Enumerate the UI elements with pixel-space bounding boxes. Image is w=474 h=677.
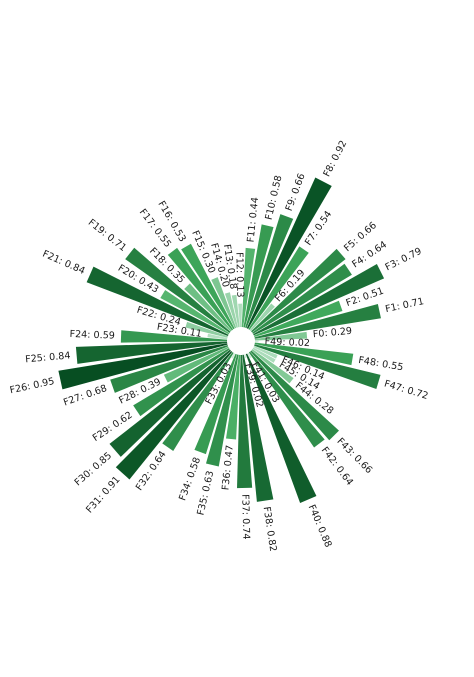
bar-label-f8: F8: 0.92 — [322, 139, 350, 179]
bar-f8 — [246, 177, 332, 329]
bar-label-f3: F3: 0.79 — [384, 246, 424, 273]
bar-f10 — [243, 224, 274, 328]
bar-f28 — [163, 346, 229, 383]
bar-label-f47: F47: 0.72 — [383, 378, 430, 402]
bar-f26 — [58, 343, 228, 390]
bar-f29 — [133, 348, 230, 417]
bar-label-f10: F10: 0.58 — [264, 174, 285, 221]
bar-f17 — [167, 247, 234, 331]
bar-f41 — [247, 352, 252, 359]
bar-label-f40: F40: 0.88 — [306, 503, 334, 549]
bar-label-f49: F49: 0.02 — [264, 336, 310, 349]
bar-f25 — [75, 341, 228, 364]
bar-f24 — [120, 330, 228, 343]
bar-f9 — [245, 214, 294, 329]
bar-label-f38: F38: 0.82 — [261, 506, 279, 553]
bar-label-f24: F24: 0.59 — [69, 329, 115, 342]
bar-f23 — [207, 333, 228, 340]
bar-f47 — [254, 344, 381, 390]
bar-label-f21: F21: 0.84 — [41, 249, 87, 277]
bar-label-f12: F12: 0.13 — [233, 252, 245, 298]
bar-f0 — [254, 331, 308, 341]
bar-f37 — [237, 354, 253, 489]
bar-f36 — [226, 354, 241, 440]
bar-label-f35: F35: 0.63 — [195, 470, 216, 517]
bar-f39 — [244, 354, 247, 359]
bar-f18 — [184, 283, 232, 332]
bar-f21 — [86, 266, 229, 337]
bar-f14 — [224, 292, 238, 328]
bar-f49 — [254, 340, 259, 343]
bar-label-f37: F37: 0.74 — [239, 494, 251, 540]
bar-f1 — [254, 303, 381, 339]
bar-f15 — [211, 277, 237, 329]
bar-f7 — [248, 246, 309, 330]
bar-f40 — [245, 353, 317, 503]
bar-f42 — [248, 351, 325, 448]
bar-f22 — [185, 321, 228, 338]
bar-f12 — [238, 303, 243, 328]
bar-f3 — [253, 263, 385, 336]
bar-f20 — [160, 289, 230, 335]
bar-f11 — [241, 247, 256, 328]
bar-label-f26: F26: 0.95 — [9, 376, 56, 396]
bar-f30 — [109, 349, 231, 457]
bar-f5 — [251, 248, 346, 333]
bar-f2 — [253, 300, 343, 338]
bar-f6 — [249, 303, 275, 332]
bar-f33 — [231, 353, 236, 359]
bars-layer — [58, 177, 385, 503]
bar-f44 — [251, 349, 294, 384]
bar-f13 — [231, 294, 240, 328]
bar-label-f48: F48: 0.55 — [358, 355, 405, 373]
bar-label-f0: F0: 0.29 — [312, 326, 352, 340]
bar-f35 — [205, 354, 239, 467]
bar-label-f1: F1: 0.71 — [384, 296, 425, 315]
bar-f16 — [181, 243, 235, 330]
bar-f48 — [254, 342, 354, 366]
bar-f46 — [253, 345, 278, 359]
bar-label-f19: F19: 0.71 — [86, 217, 128, 254]
bar-f32 — [162, 352, 234, 451]
bar-f4 — [252, 263, 352, 334]
bar-f34 — [194, 353, 237, 455]
bar-f45 — [252, 347, 276, 363]
bar-label-f36: F36: 0.47 — [220, 445, 236, 491]
bar-f38 — [242, 354, 274, 502]
bar-label-f11: F11: 0.44 — [246, 197, 262, 243]
bar-f19 — [125, 247, 231, 333]
bar-f43 — [250, 350, 339, 441]
bar-f31 — [115, 350, 233, 480]
bar-f27 — [110, 344, 229, 393]
bar-label-f25: F25: 0.84 — [25, 350, 71, 365]
bar-label-f31: F31: 0.91 — [84, 474, 122, 515]
